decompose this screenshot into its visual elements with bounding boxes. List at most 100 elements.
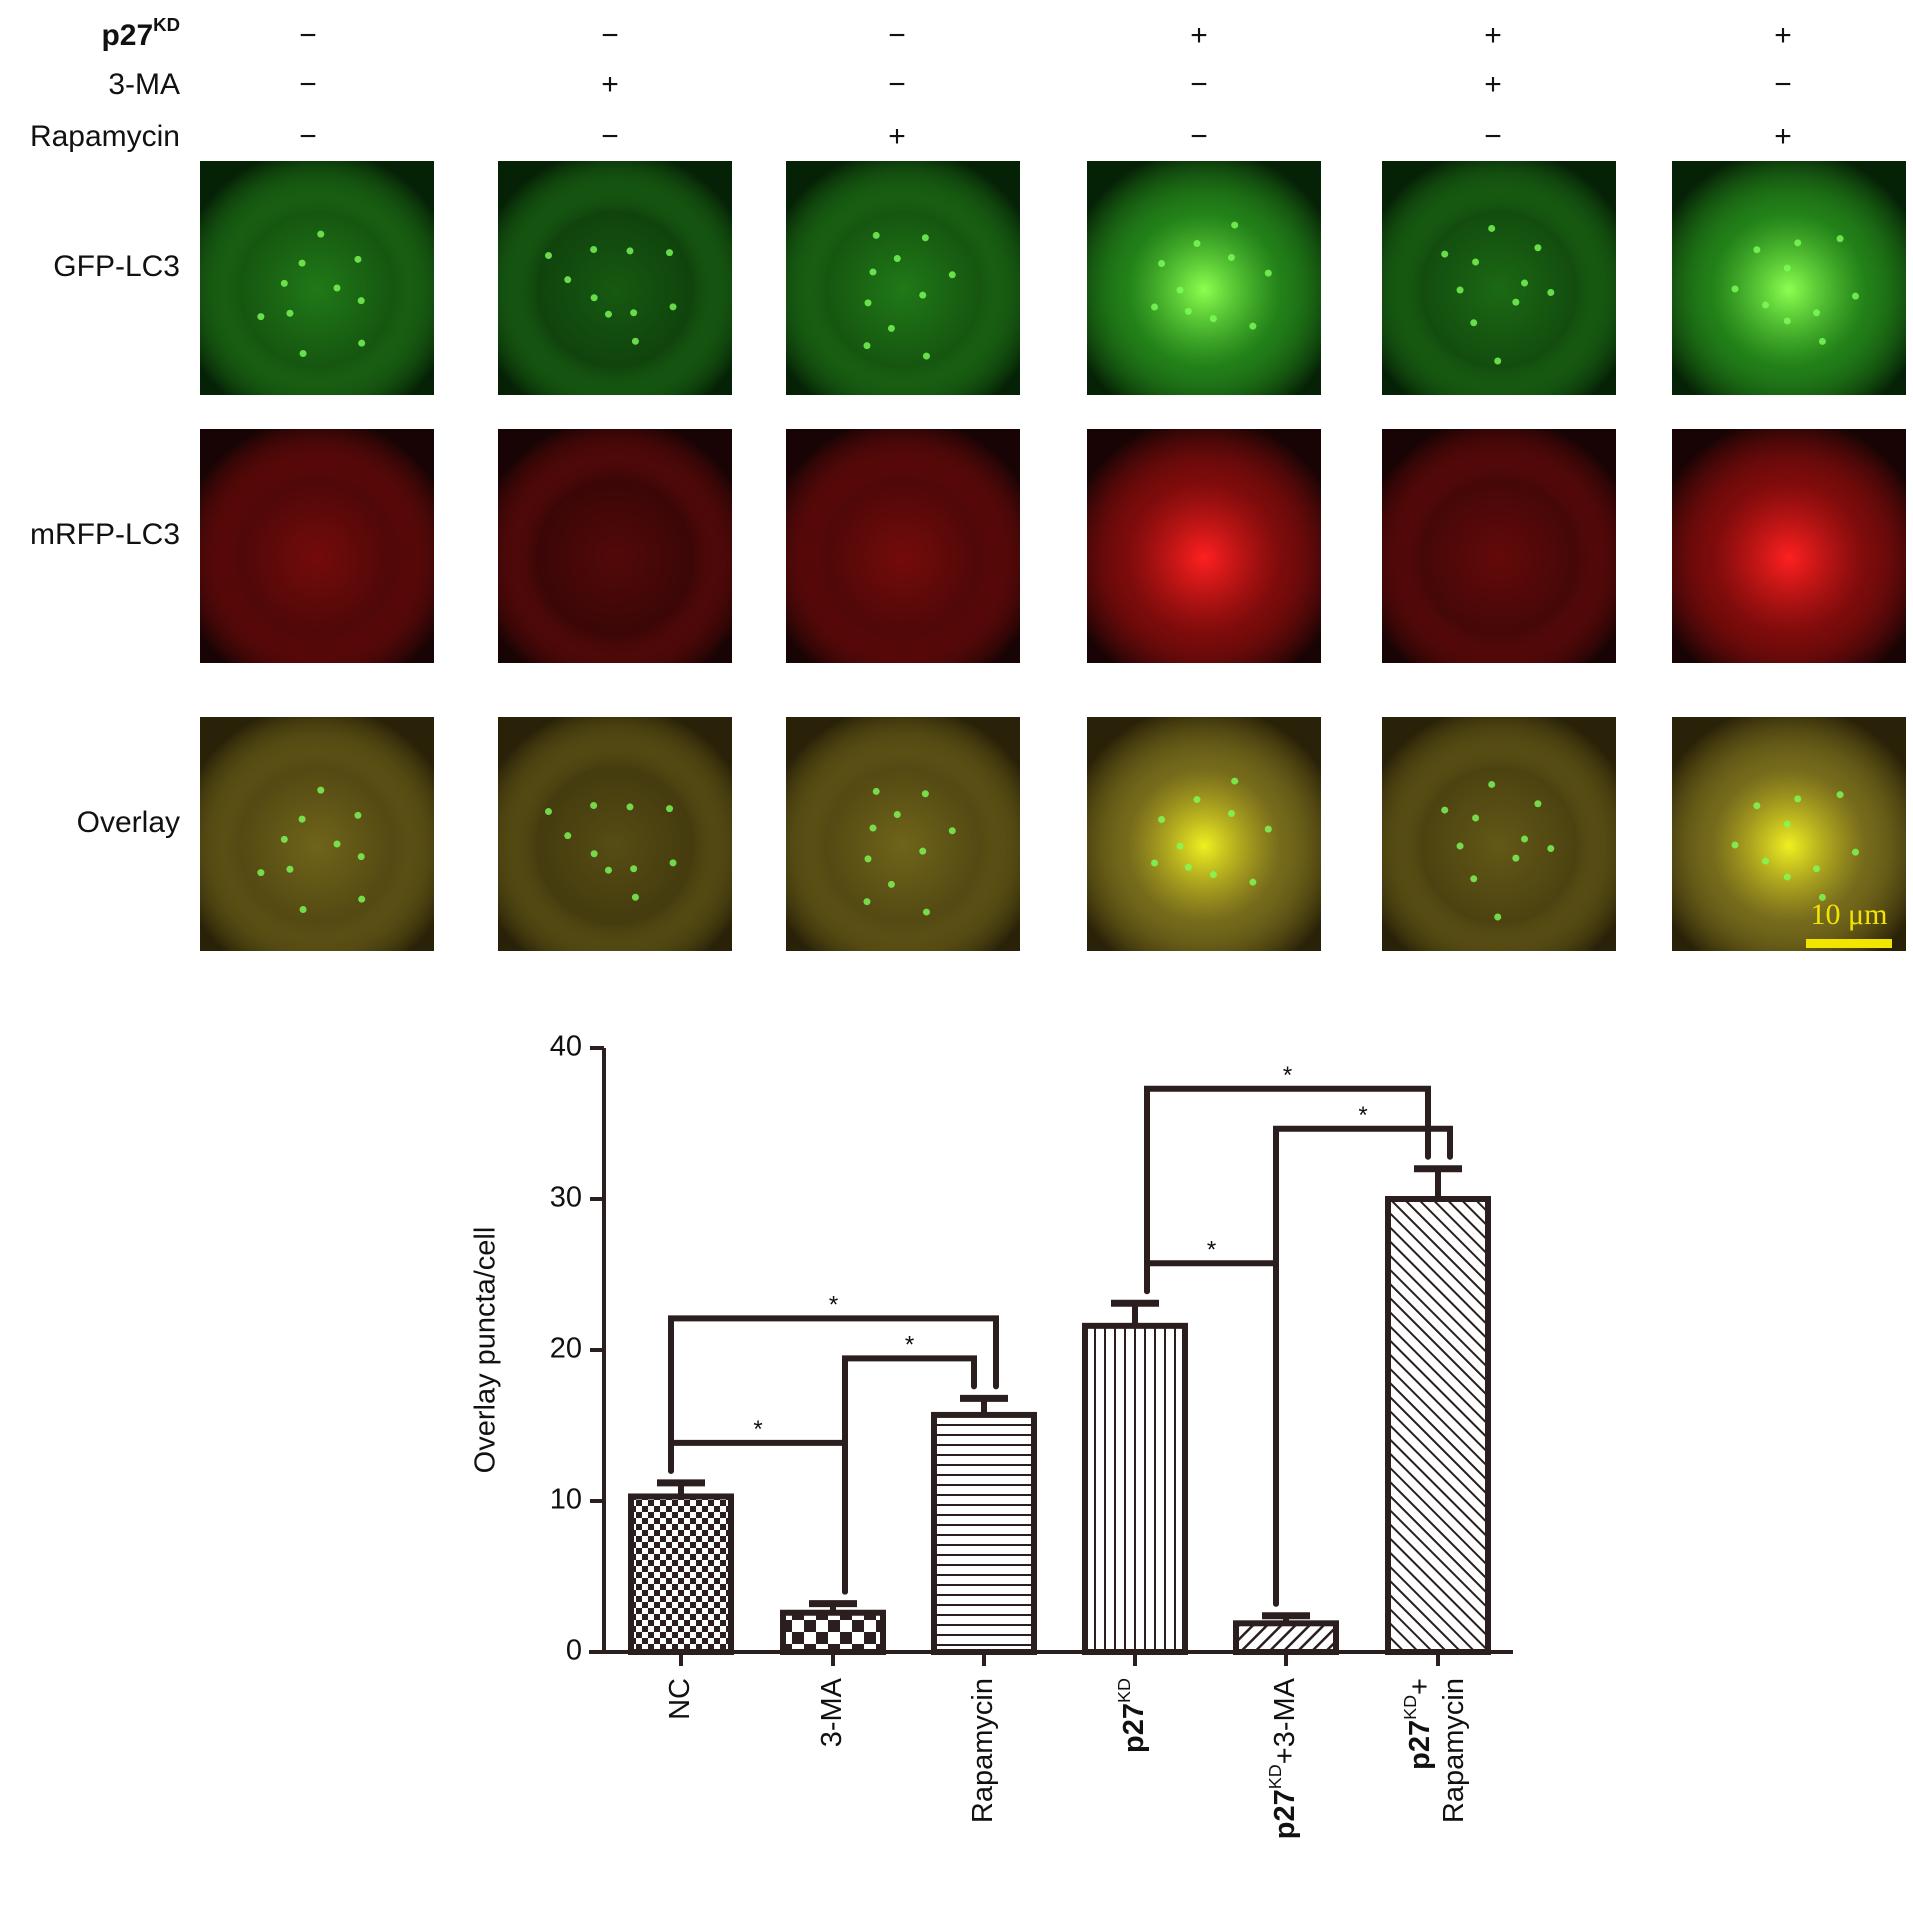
treatment-sign: − bbox=[299, 19, 317, 52]
treatment-sign: + bbox=[601, 68, 619, 101]
puncta bbox=[358, 895, 366, 903]
micrograph bbox=[1087, 161, 1321, 395]
puncta bbox=[257, 869, 265, 877]
x-tick-label: Rapamycin bbox=[1438, 1678, 1470, 1823]
bar bbox=[1385, 1196, 1491, 1655]
puncta bbox=[1753, 802, 1761, 810]
treatment-sign: + bbox=[1774, 19, 1792, 52]
text-segment: p27 bbox=[101, 19, 153, 52]
treatment-label: 3-MA bbox=[108, 68, 180, 101]
puncta bbox=[1812, 865, 1820, 873]
puncta bbox=[1184, 863, 1192, 871]
puncta bbox=[280, 279, 288, 287]
puncta bbox=[1836, 791, 1844, 799]
text-segment: NC bbox=[664, 1678, 696, 1720]
text-segment: +3-MA bbox=[1269, 1677, 1301, 1764]
puncta bbox=[564, 276, 572, 284]
puncta bbox=[1852, 292, 1860, 300]
puncta bbox=[1470, 875, 1478, 883]
treatment-sign: − bbox=[601, 120, 619, 153]
significance-label: * bbox=[829, 1292, 838, 1319]
puncta bbox=[921, 790, 929, 798]
y-tick-label: 10 bbox=[550, 1484, 582, 1516]
puncta bbox=[948, 827, 956, 835]
x-tick-label: p27KD+ bbox=[1400, 1678, 1436, 1770]
puncta bbox=[590, 246, 598, 254]
superscript: KD bbox=[1400, 1695, 1420, 1720]
x-tick-label: p27KD bbox=[1114, 1678, 1150, 1753]
treatment-sign: − bbox=[299, 68, 317, 101]
puncta bbox=[358, 339, 366, 347]
micrograph bbox=[1087, 717, 1321, 951]
puncta bbox=[1794, 795, 1802, 803]
puncta bbox=[1158, 260, 1166, 267]
puncta bbox=[357, 297, 365, 305]
treatment-sign: + bbox=[1484, 68, 1502, 101]
puncta bbox=[354, 255, 362, 263]
puncta bbox=[590, 802, 598, 810]
text-segment: 3-MA bbox=[108, 68, 180, 101]
puncta bbox=[1227, 810, 1235, 818]
y-axis-label: Overlay puncta/cell bbox=[470, 1227, 502, 1474]
superscript: KD bbox=[1114, 1678, 1134, 1703]
treatment-sign: − bbox=[299, 120, 317, 153]
significance-label: * bbox=[1358, 1102, 1367, 1129]
puncta bbox=[1731, 841, 1739, 849]
puncta bbox=[1249, 878, 1257, 886]
puncta bbox=[590, 294, 598, 302]
puncta bbox=[893, 811, 901, 819]
micrograph bbox=[498, 429, 732, 663]
treatment-sign: + bbox=[888, 120, 906, 153]
x-tick-label: p27KD+3-MA bbox=[1265, 1677, 1301, 1839]
puncta bbox=[887, 880, 895, 888]
significance-bracket bbox=[668, 1315, 999, 1474]
puncta bbox=[1184, 307, 1192, 315]
micrograph bbox=[498, 717, 732, 951]
micrograph bbox=[498, 161, 732, 395]
micrograph bbox=[1672, 429, 1906, 663]
puncta bbox=[544, 252, 552, 260]
puncta bbox=[1512, 854, 1520, 862]
puncta bbox=[1521, 835, 1529, 843]
puncta bbox=[1264, 269, 1272, 277]
puncta bbox=[286, 865, 294, 873]
puncta bbox=[626, 247, 634, 255]
puncta bbox=[357, 853, 365, 861]
puncta bbox=[1731, 285, 1739, 293]
micrograph bbox=[1382, 717, 1616, 951]
text-segment: + bbox=[1404, 1678, 1436, 1695]
micrograph bbox=[1087, 429, 1321, 663]
puncta bbox=[872, 787, 880, 795]
puncta bbox=[864, 855, 872, 863]
puncta bbox=[869, 824, 877, 832]
x-tick-label: 3-MA bbox=[816, 1677, 848, 1747]
bar bbox=[628, 1493, 734, 1655]
puncta bbox=[919, 847, 927, 855]
treatment-label: Rapamycin bbox=[30, 120, 180, 153]
puncta bbox=[298, 815, 306, 823]
puncta bbox=[863, 342, 871, 350]
treatment-label: p27KD bbox=[101, 14, 180, 52]
text-segment: Rapamycin bbox=[967, 1678, 999, 1823]
superscript: KD bbox=[153, 14, 180, 35]
puncta bbox=[604, 310, 612, 318]
puncta bbox=[666, 249, 674, 257]
significance-label: * bbox=[1207, 1237, 1216, 1264]
x-tick-label: NC bbox=[664, 1678, 696, 1720]
puncta bbox=[948, 271, 956, 279]
puncta bbox=[544, 808, 552, 816]
puncta bbox=[1441, 250, 1449, 258]
puncta bbox=[669, 303, 677, 311]
micrograph bbox=[200, 717, 434, 951]
puncta bbox=[1534, 244, 1542, 252]
puncta bbox=[1818, 893, 1826, 901]
puncta bbox=[299, 350, 307, 358]
micrograph bbox=[1382, 161, 1616, 395]
puncta bbox=[1852, 848, 1860, 856]
text-segment: p27 bbox=[1404, 1720, 1436, 1770]
puncta bbox=[604, 866, 612, 874]
puncta bbox=[1547, 289, 1555, 297]
puncta bbox=[1231, 221, 1239, 229]
treatment-sign: − bbox=[1190, 68, 1208, 101]
